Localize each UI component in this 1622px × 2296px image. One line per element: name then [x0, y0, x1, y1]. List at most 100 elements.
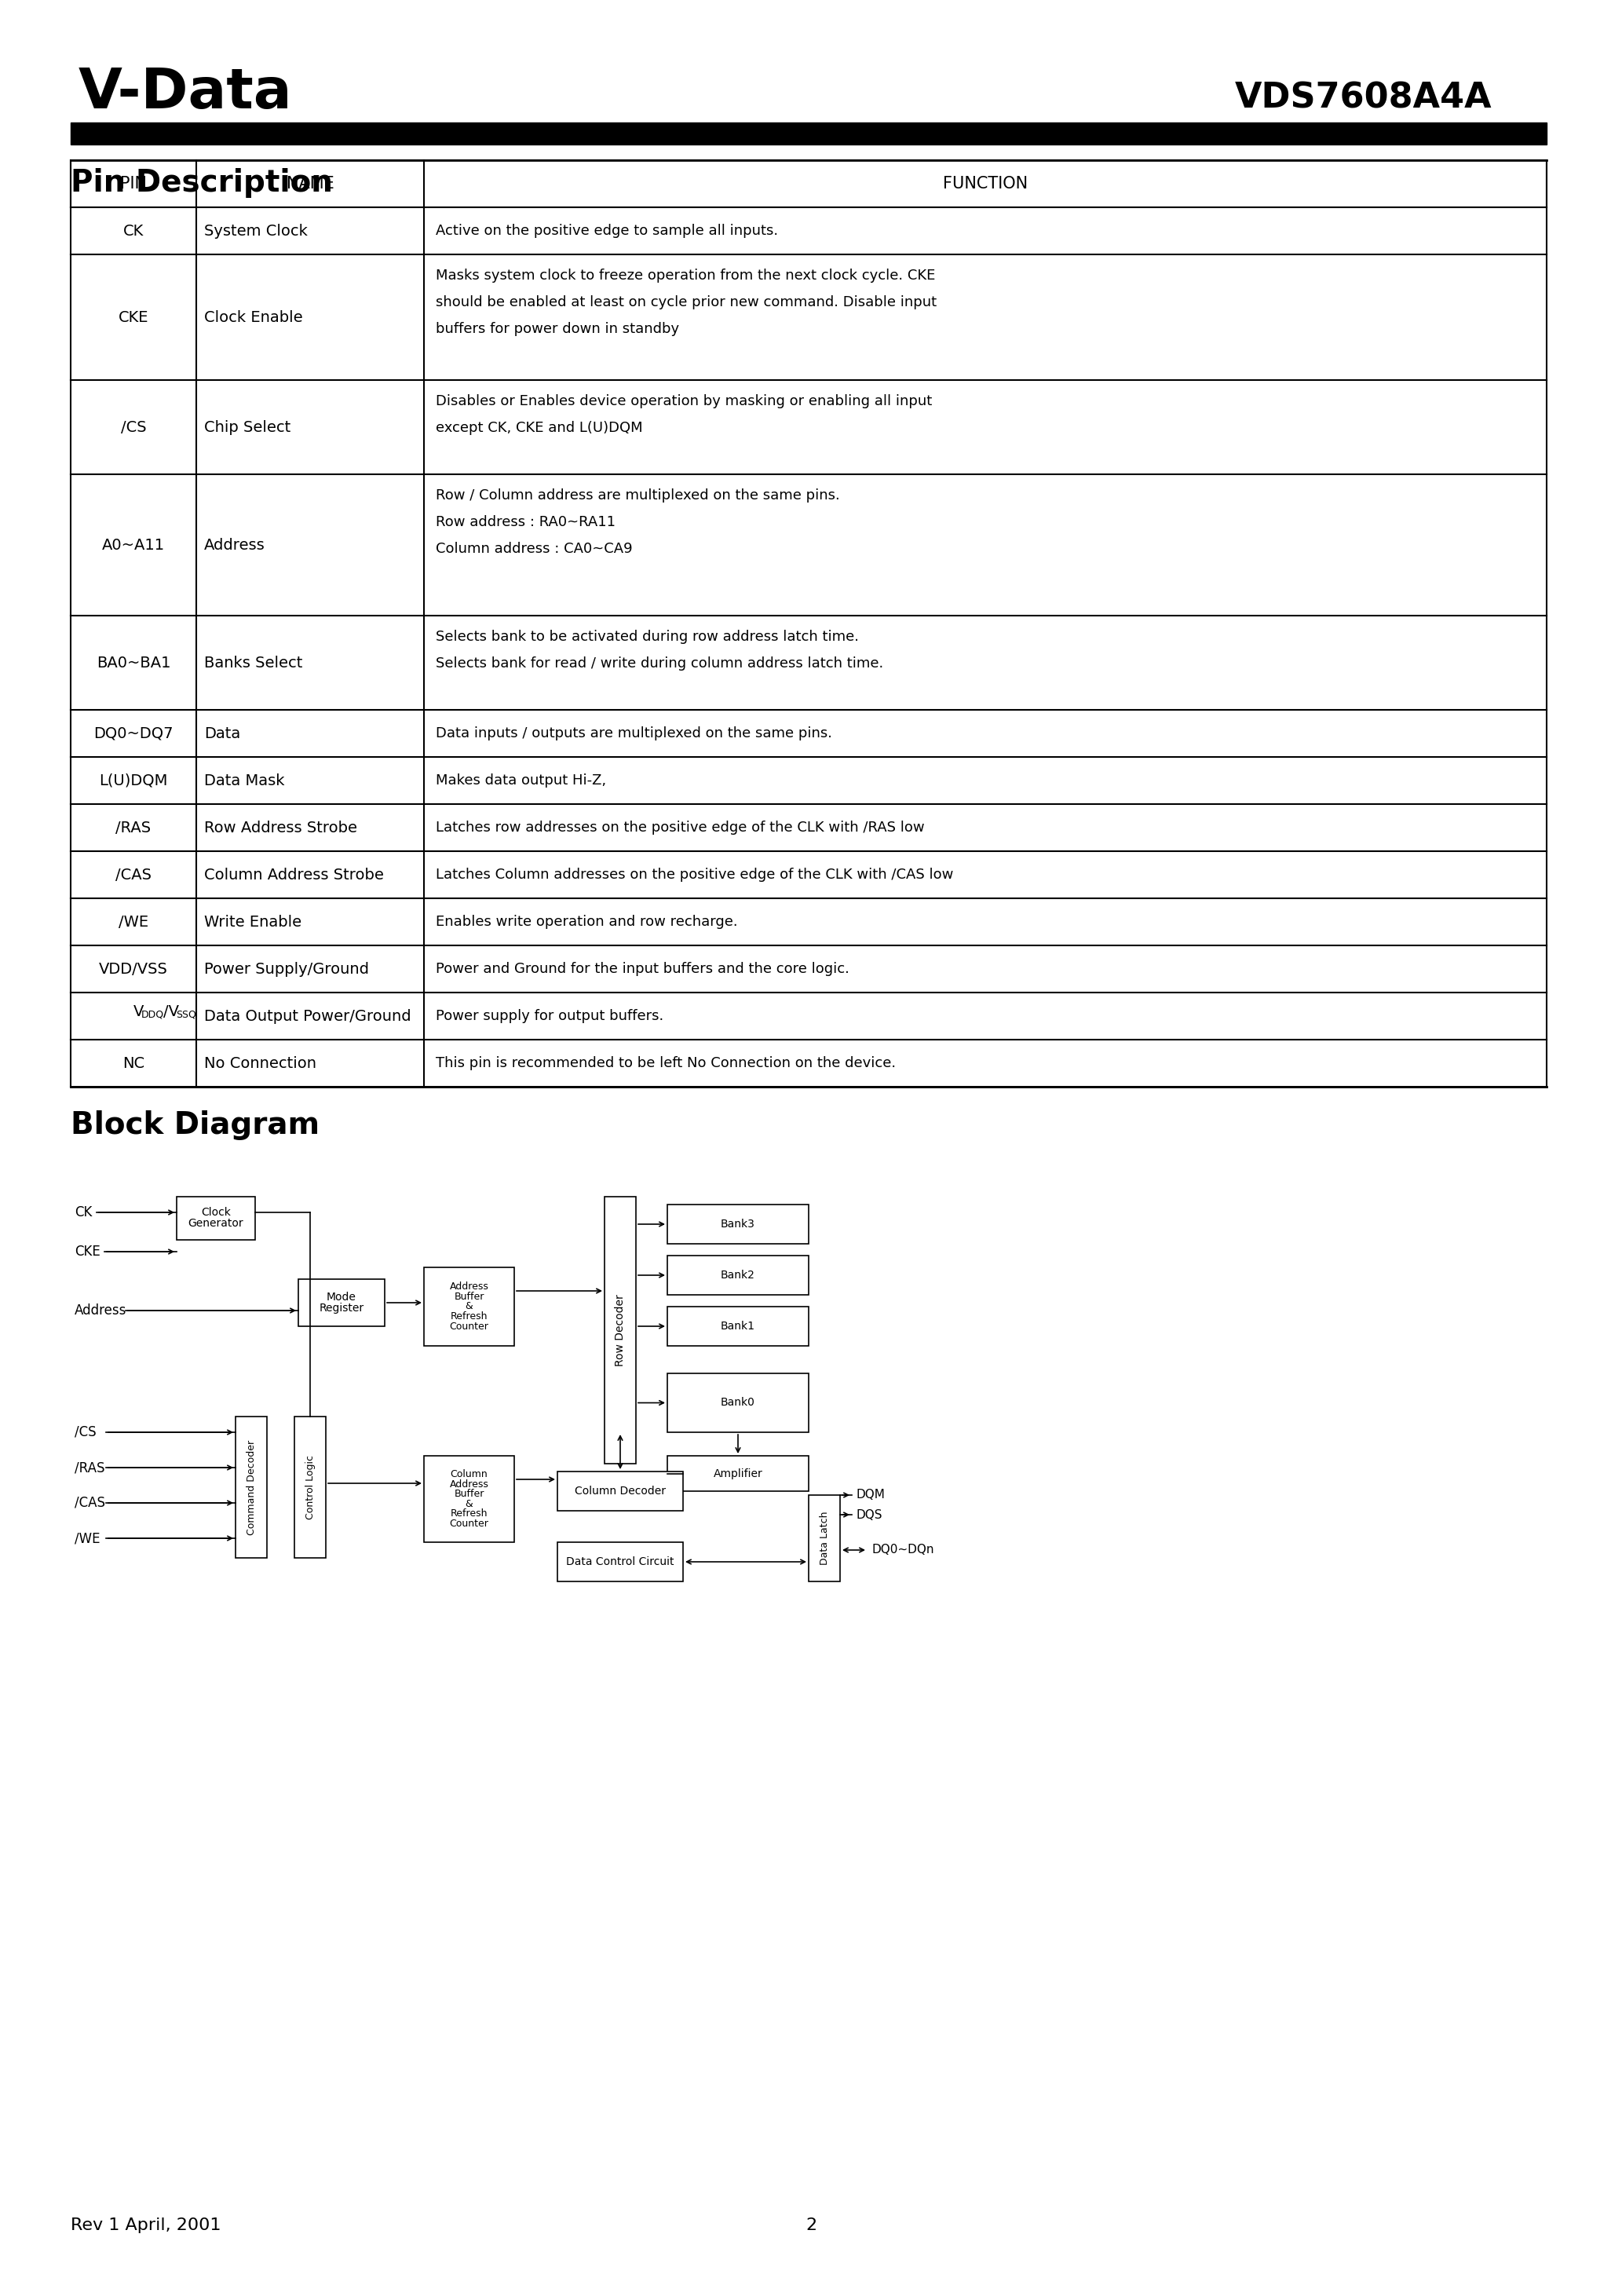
Text: Address: Address	[204, 537, 264, 553]
Text: Makes data output Hi-Z,: Makes data output Hi-Z,	[436, 774, 607, 788]
Text: Latches Column addresses on the positive edge of the CLK with /CAS low: Latches Column addresses on the positive…	[436, 868, 954, 882]
Text: A0~A11: A0~A11	[102, 537, 165, 553]
Text: CKE: CKE	[118, 310, 149, 324]
Text: Address: Address	[449, 1479, 488, 1490]
Text: Selects bank for read / write during column address latch time.: Selects bank for read / write during col…	[436, 657, 884, 670]
Text: Banks Select: Banks Select	[204, 654, 303, 670]
Bar	[71, 758, 1547, 804]
Bar	[71, 852, 1547, 898]
Text: L(U)DQM: L(U)DQM	[99, 774, 167, 788]
Bar	[667, 1205, 809, 1244]
Bar	[71, 709, 1547, 758]
Text: Buffer: Buffer	[454, 1488, 483, 1499]
Text: Register: Register	[320, 1302, 363, 1313]
Text: NAME: NAME	[285, 177, 334, 191]
Text: Generator: Generator	[188, 1219, 243, 1228]
Text: Column Address Strobe: Column Address Strobe	[204, 868, 384, 882]
Text: Bank1: Bank1	[720, 1320, 756, 1332]
Text: /CAS: /CAS	[75, 1497, 105, 1511]
Bar	[71, 992, 1547, 1040]
Text: DDQ: DDQ	[141, 1010, 164, 1019]
Bar	[423, 1267, 514, 1345]
Text: Clock Enable: Clock Enable	[204, 310, 303, 324]
Text: DQ0~DQ7: DQ0~DQ7	[94, 726, 174, 742]
Text: This pin is recommended to be left No Connection on the device.: This pin is recommended to be left No Co…	[436, 1056, 895, 1070]
Text: Command Decoder: Command Decoder	[247, 1440, 256, 1534]
Bar	[71, 898, 1547, 946]
Text: VDS7608A4A: VDS7608A4A	[1234, 83, 1492, 115]
Text: Power Supply/Ground: Power Supply/Ground	[204, 962, 368, 976]
Text: /RAS: /RAS	[115, 820, 151, 836]
Text: Counter: Counter	[449, 1320, 488, 1332]
Text: Row Decoder: Row Decoder	[615, 1295, 626, 1366]
Text: Column: Column	[451, 1469, 488, 1479]
Text: DQM: DQM	[856, 1490, 884, 1502]
Bar	[295, 1417, 326, 1559]
Text: /CAS: /CAS	[115, 868, 151, 882]
Text: Refresh: Refresh	[451, 1311, 488, 1322]
Bar	[667, 1456, 809, 1490]
Bar	[71, 122, 1547, 145]
Text: Data: Data	[204, 726, 240, 742]
Text: Refresh: Refresh	[451, 1508, 488, 1520]
Text: V-Data: V-Data	[78, 67, 292, 119]
Text: CK: CK	[123, 223, 144, 239]
Text: Enables write operation and row recharge.: Enables write operation and row recharge…	[436, 914, 738, 930]
Bar	[298, 1279, 384, 1327]
Text: buffers for power down in standby: buffers for power down in standby	[436, 321, 680, 335]
Text: No Connection: No Connection	[204, 1056, 316, 1070]
Text: Rev 1 April, 2001: Rev 1 April, 2001	[71, 2218, 221, 2234]
Text: FUNCTION: FUNCTION	[942, 177, 1028, 191]
Bar	[667, 1306, 809, 1345]
Text: Address: Address	[449, 1281, 488, 1293]
Text: Bank0: Bank0	[720, 1398, 756, 1407]
Bar	[558, 1472, 683, 1511]
Text: Pin Description: Pin Description	[71, 168, 333, 197]
Bar	[71, 475, 1547, 615]
Text: Power and Ground for the input buffers and the core logic.: Power and Ground for the input buffers a…	[436, 962, 850, 976]
Bar	[71, 804, 1547, 852]
Text: Column Decoder: Column Decoder	[574, 1486, 665, 1497]
Bar	[809, 1495, 840, 1582]
Text: except CK, CKE and L(U)DQM: except CK, CKE and L(U)DQM	[436, 420, 642, 434]
Text: /WE: /WE	[75, 1531, 101, 1545]
Text: Bank2: Bank2	[720, 1270, 756, 1281]
Bar	[423, 1456, 514, 1543]
Text: Data Output Power/Ground: Data Output Power/Ground	[204, 1008, 410, 1024]
Bar	[667, 1256, 809, 1295]
Text: Chip Select: Chip Select	[204, 420, 290, 434]
Bar	[71, 946, 1547, 992]
Text: /CS: /CS	[75, 1426, 96, 1440]
Text: Address: Address	[75, 1304, 127, 1318]
Text: CKE: CKE	[75, 1244, 101, 1258]
Text: Write Enable: Write Enable	[204, 914, 302, 930]
Text: DQ0~DQn: DQ0~DQn	[871, 1545, 934, 1557]
Bar	[558, 1543, 683, 1582]
Text: /WE: /WE	[118, 914, 149, 930]
Bar	[71, 161, 1547, 207]
Text: DQS: DQS	[856, 1508, 882, 1520]
Text: Active on the positive edge to sample all inputs.: Active on the positive edge to sample al…	[436, 223, 779, 239]
Text: /RAS: /RAS	[75, 1460, 105, 1474]
Text: System Clock: System Clock	[204, 223, 308, 239]
Text: CK: CK	[75, 1205, 92, 1219]
Text: SSQ: SSQ	[175, 1010, 196, 1019]
Text: VDD/VSS: VDD/VSS	[99, 962, 169, 976]
Text: Block Diagram: Block Diagram	[71, 1111, 320, 1141]
Text: Row Address Strobe: Row Address Strobe	[204, 820, 357, 836]
Bar	[71, 615, 1547, 709]
Text: Row / Column address are multiplexed on the same pins.: Row / Column address are multiplexed on …	[436, 489, 840, 503]
Text: Control Logic: Control Logic	[305, 1456, 315, 1520]
Text: Row address : RA0~RA11: Row address : RA0~RA11	[436, 514, 615, 530]
Text: NC: NC	[122, 1056, 144, 1070]
Bar	[71, 207, 1547, 255]
Text: Latches row addresses on the positive edge of the CLK with /RAS low: Latches row addresses on the positive ed…	[436, 820, 925, 836]
Bar	[235, 1417, 268, 1559]
Text: Data inputs / outputs are multiplexed on the same pins.: Data inputs / outputs are multiplexed on…	[436, 726, 832, 742]
Text: Data Control Circuit: Data Control Circuit	[566, 1557, 675, 1568]
Text: /V: /V	[164, 1003, 178, 1019]
Text: 2: 2	[806, 2218, 816, 2234]
Text: /CS: /CS	[120, 420, 146, 434]
Bar	[71, 1040, 1547, 1086]
Bar	[71, 255, 1547, 381]
